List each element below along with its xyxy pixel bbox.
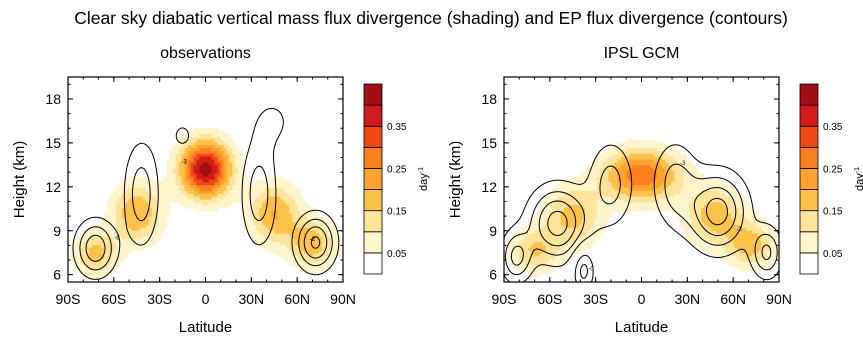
contour-line xyxy=(510,187,772,266)
x-tick-label: 90N xyxy=(330,291,356,307)
x-axis: 90S 60S 30S 0 30N 60N 90N Latitude xyxy=(56,77,356,336)
y-tick-label: 9 xyxy=(53,223,61,239)
x-tick-label: 60N xyxy=(284,291,310,307)
y-tick-label: 6 xyxy=(53,267,61,283)
y-tick-label: 15 xyxy=(45,135,61,151)
contour-line xyxy=(547,197,728,236)
y-tick-label: 9 xyxy=(489,223,497,239)
colorbar-box xyxy=(363,189,383,212)
shading-field xyxy=(70,128,341,280)
panels: observations -8 -3 -2 90S 60S 30S 0 30N 60N 90N Lat… xyxy=(11,45,863,336)
colorbar-box xyxy=(363,231,383,254)
colorbar-tick-label: 0.15 xyxy=(387,207,407,218)
plot-area: -8 -3 -2 xyxy=(68,77,343,282)
x-tick-label: 0 xyxy=(202,291,210,307)
y-tick-label: 12 xyxy=(481,179,497,195)
contour-line xyxy=(310,236,321,249)
y-axis-label: Height (km) xyxy=(11,141,28,219)
x-tick-label: 60S xyxy=(537,291,562,307)
colorbar-box xyxy=(799,210,819,233)
colorbar-box xyxy=(799,83,819,106)
y-axis: 6 9 12 15 18 Height (km) xyxy=(11,83,343,283)
x-tick-label: 30S xyxy=(583,291,608,307)
y-tick-label: 12 xyxy=(45,179,61,195)
colorbar-box xyxy=(799,189,819,212)
contour-line xyxy=(85,226,328,262)
contour-label: -3 xyxy=(680,161,686,167)
contour-line xyxy=(505,163,778,276)
panel-title: observations xyxy=(160,45,251,62)
colorbar: 0.05 0.15 0.25 0.35 day-1 xyxy=(363,83,430,275)
figure-title: Clear sky diabatic vertical mass flux di… xyxy=(74,8,788,28)
colorbar-box xyxy=(363,210,383,233)
x-tick-label: 0 xyxy=(638,291,646,307)
x-tick-label: 30S xyxy=(147,291,172,307)
y-tick-label: 18 xyxy=(45,91,61,107)
colorbar-box xyxy=(363,125,383,148)
contour-label: -0 xyxy=(588,266,594,272)
y-axis-label: Height (km) xyxy=(447,141,464,219)
contour-line xyxy=(72,107,340,280)
colorbar-tick-label: 0.25 xyxy=(823,164,843,175)
contour-label: -2 xyxy=(737,227,743,233)
y-tick-label: 15 xyxy=(481,135,497,151)
colorbar-box xyxy=(799,252,819,275)
panel-1: observations -8 -3 -2 90S 60S 30S 0 30N 60N 90N Lat… xyxy=(11,45,430,336)
panel-title: IPSL GCM xyxy=(604,45,680,62)
x-axis-label: Latitude xyxy=(179,319,232,336)
colorbar-box xyxy=(799,104,819,127)
contour-line xyxy=(79,165,333,271)
x-tick-label: 90S xyxy=(492,291,517,307)
y-tick-label: 6 xyxy=(489,267,497,283)
x-tick-label: 30N xyxy=(238,291,264,307)
panel-2: IPSL GCM -0 -3 -2 90S 60S 30S 0 30N 60N 90N Latitud… xyxy=(447,45,863,336)
x-axis-label: Latitude xyxy=(615,319,668,336)
contours: -8 -3 -2 xyxy=(72,107,340,280)
contour-label: -2 xyxy=(310,237,316,243)
x-tick-label: 60S xyxy=(101,291,126,307)
contours: -0 -3 -2 xyxy=(504,144,779,282)
colorbar-box xyxy=(363,104,383,127)
colorbar: 0.05 0.15 0.25 0.35 day-1 xyxy=(799,83,863,275)
y-tick-label: 18 xyxy=(481,91,497,107)
colorbar-box xyxy=(363,168,383,190)
colorbar-tick-label: 0.15 xyxy=(823,207,843,218)
x-tick-label: 30N xyxy=(674,291,700,307)
x-axis: 90S 60S 30S 0 30N 60N 90N Latitude xyxy=(492,77,792,336)
colorbar-box xyxy=(363,83,383,106)
x-tick-label: 90N xyxy=(766,291,792,307)
colorbar-tick-label: 0.35 xyxy=(823,122,843,133)
x-tick-label: 60N xyxy=(720,291,746,307)
colorbar-box xyxy=(799,146,819,169)
plot-area: -0 -3 -2 xyxy=(504,77,779,282)
colorbar-tick-label: 0.05 xyxy=(387,249,407,260)
shading-field xyxy=(506,139,779,277)
colorbar-box xyxy=(363,146,383,169)
colorbar-tick-label: 0.25 xyxy=(387,164,407,175)
colorbar-unit: day-1 xyxy=(418,167,430,191)
colorbar-unit: day-1 xyxy=(854,167,863,191)
colorbar-tick-label: 0.05 xyxy=(823,249,843,260)
colorbar-box xyxy=(799,125,819,148)
contour-label: -8 xyxy=(114,236,120,242)
colorbar-tick-label: 0.35 xyxy=(387,122,407,133)
y-axis: 6 9 12 15 18 Height (km) xyxy=(447,83,779,283)
contour-line xyxy=(579,264,588,279)
contour-label: -3 xyxy=(181,159,187,165)
x-tick-label: 90S xyxy=(56,291,81,307)
colorbar-box xyxy=(363,252,383,275)
colorbar-box xyxy=(799,231,819,254)
contour-line xyxy=(574,254,594,282)
colorbar-box xyxy=(799,168,819,190)
